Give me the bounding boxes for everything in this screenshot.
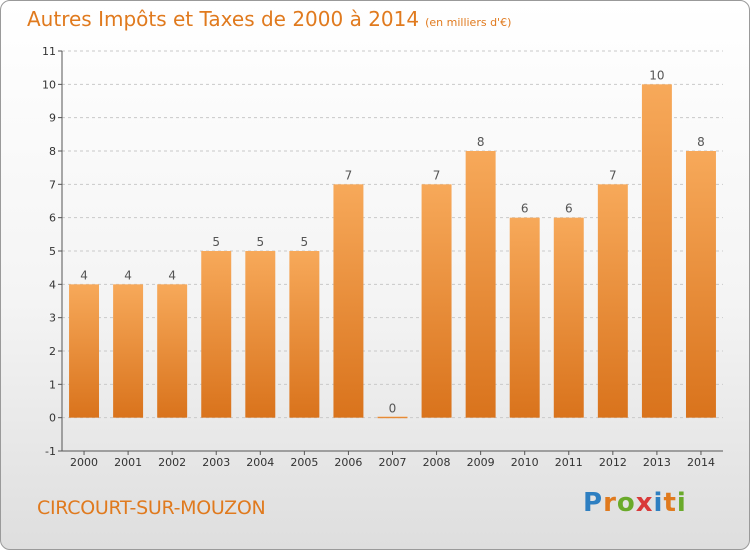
y-tick-label: 7 (49, 178, 56, 191)
data-label: 6 (521, 202, 529, 216)
bar (333, 184, 364, 418)
x-tick-label: 2011 (555, 456, 583, 469)
data-label: 5 (301, 235, 309, 249)
x-tick-label: 2014 (687, 456, 715, 469)
data-label: 5 (212, 235, 220, 249)
bar (113, 284, 144, 418)
x-tick-label: 2004 (246, 456, 274, 469)
logo-letter: i (676, 488, 687, 518)
logo-letter: i (653, 488, 664, 518)
y-tick-label: 5 (49, 245, 56, 258)
x-tick-label: 2006 (334, 456, 362, 469)
bars (69, 84, 716, 419)
bar (421, 184, 452, 418)
bar (641, 84, 672, 418)
data-label: 8 (697, 135, 705, 149)
chart-title-text: Autres Impôts et Taxes de 2000 à 2014 (27, 7, 420, 31)
y-tick-label: 2 (49, 345, 56, 358)
data-label: 7 (609, 168, 617, 182)
x-tick-label: 2013 (643, 456, 671, 469)
logo-letter: P (583, 488, 604, 518)
logo-letter: o (616, 488, 636, 518)
data-label: 7 (345, 168, 353, 182)
y-tick-label: 1 (49, 378, 56, 391)
y-tick-label: 9 (49, 112, 56, 125)
data-label: 0 (389, 402, 397, 416)
x-tick-label: 2010 (511, 456, 539, 469)
y-tick-label: 8 (49, 145, 56, 158)
logo-letter: r (603, 488, 617, 518)
chart-unit: (en milliers d'€) (425, 16, 512, 29)
data-label: 7 (433, 168, 441, 182)
x-tick-label: 2003 (202, 456, 230, 469)
x-tick-label: 2007 (379, 456, 407, 469)
x-tick-label: 2012 (599, 456, 627, 469)
data-label: 4 (80, 268, 88, 282)
x-tick-label: 2000 (70, 456, 98, 469)
bar (289, 251, 320, 418)
x-tick-label: 2008 (423, 456, 451, 469)
chart-title: Autres Impôts et Taxes de 2000 à 2014 (en… (27, 7, 511, 31)
town-name: CIRCOURT-SUR-MOUZON (37, 497, 266, 519)
y-tick-label: 4 (49, 278, 56, 291)
axes: -1 0 1 2 3 4 5 6 7 8 9 10 11 2000 2001 2002 2003 2004 2005… (42, 45, 723, 469)
data-label: 4 (168, 268, 176, 282)
data-label: 4 (124, 268, 132, 282)
bar (377, 416, 408, 419)
y-tick-label: -1 (45, 445, 56, 458)
y-tick-label: 0 (49, 412, 56, 425)
y-tick-label: 10 (42, 78, 56, 91)
data-label: 8 (477, 135, 485, 149)
logo-letter: t (663, 488, 677, 518)
data-label: 6 (565, 202, 573, 216)
bar (245, 251, 276, 418)
data-label: 5 (256, 235, 264, 249)
data-labels: 4 4 4 5 5 5 7 0 7 8 6 6 7 10 8 (80, 68, 705, 415)
bar (597, 184, 628, 418)
bar (509, 217, 540, 418)
bar (553, 217, 584, 418)
y-tick-label: 3 (49, 312, 56, 325)
x-tick-label: 2001 (114, 456, 142, 469)
proxiti-logo[interactable]: Proxiti (583, 488, 687, 518)
y-tick-label: 6 (49, 212, 56, 225)
x-tick-label: 2009 (467, 456, 495, 469)
bar (69, 284, 100, 418)
bar (685, 151, 716, 418)
bar (465, 151, 496, 418)
x-tick-label: 2002 (158, 456, 186, 469)
x-tick-label: 2005 (290, 456, 318, 469)
bar (157, 284, 188, 418)
y-tick-label: 11 (42, 45, 56, 58)
data-label: 10 (649, 68, 664, 82)
bar (201, 251, 232, 418)
logo-letter: x (635, 488, 654, 518)
